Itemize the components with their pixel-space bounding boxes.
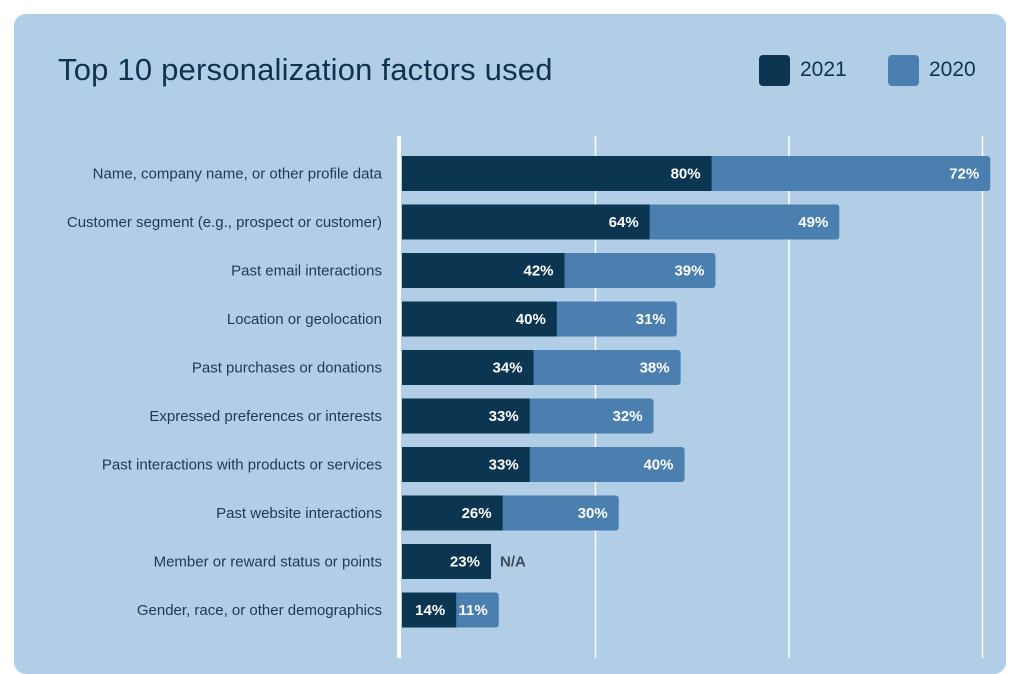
category-label: Expressed preferences or interests — [149, 408, 382, 425]
category-label: Customer segment (e.g., prospect or cust… — [67, 214, 382, 231]
legend-item-2020: 2020 — [888, 54, 976, 86]
value-label-2020: 72% — [949, 166, 979, 183]
legend-label-2021: 2021 — [800, 58, 847, 81]
bar-2020-past-website-interactions — [496, 495, 619, 531]
value-label-2020: 30% — [578, 505, 608, 522]
bar-2020-expressed-preferences-or-interests — [523, 398, 654, 434]
category-label: Name, company name, or other profile dat… — [93, 166, 383, 183]
bar-2020-past-interactions-with-products-or-services — [523, 447, 685, 482]
category-label: Member or reward status or points — [154, 554, 382, 571]
value-label-2021: 34% — [493, 360, 523, 377]
value-label-2021: 33% — [489, 457, 519, 474]
bar-2021-member-or-reward-status-or-points — [402, 544, 492, 579]
value-label-2021: 80% — [671, 166, 701, 183]
bar-2021-past-website-interactions — [402, 495, 503, 531]
bar-2021-expressed-preferences-or-interests — [402, 398, 530, 434]
value-label-2021: 64% — [609, 214, 639, 231]
value-label-2021: 33% — [489, 408, 519, 425]
bar-2021-gender-race-or-other-demographics — [402, 592, 457, 628]
value-label-2021: 26% — [462, 505, 492, 522]
category-label: Past purchases or donations — [192, 360, 382, 377]
category-label: Past email interactions — [231, 263, 382, 280]
bar-2020-past-purchases-or-donations — [527, 350, 681, 385]
chart-card — [14, 14, 1006, 674]
bar-2020-name-company-name-or-other-profile-data — [705, 156, 991, 191]
value-label-2021: 42% — [524, 263, 554, 280]
value-label-2020: 11% — [459, 602, 488, 619]
legend-item-2021: 2021 — [759, 54, 847, 86]
value-label-2021: 23% — [450, 554, 480, 571]
value-label-2020-na: N/A — [500, 554, 526, 571]
value-label-2020: 39% — [674, 263, 704, 280]
value-label-2020: 31% — [636, 311, 666, 328]
bar-2020-gender-race-or-other-demographics — [450, 592, 499, 628]
bar-2021-name-company-name-or-other-profile-data — [402, 156, 712, 191]
bar-2020-location-or-geolocation — [550, 301, 677, 337]
category-label: Gender, race, or other demographics — [137, 602, 382, 619]
category-label: Location or geolocation — [227, 311, 382, 328]
bar-2020-customer-segment-e-g-prospect-or-customer — [643, 204, 840, 240]
value-label-2020: 32% — [613, 408, 643, 425]
value-label-2020: 49% — [798, 214, 828, 231]
bar-2020-past-email-interactions — [558, 253, 716, 288]
category-label: Past website interactions — [216, 505, 382, 522]
bar-2021-location-or-geolocation — [402, 301, 557, 337]
chart-title: Top 10 personalization factors used — [58, 52, 553, 87]
bar-2021-past-email-interactions — [402, 253, 565, 288]
value-label-2021: 40% — [516, 311, 546, 328]
value-label-2020: 40% — [643, 457, 673, 474]
legend-label-2020: 2020 — [929, 58, 976, 81]
legend-swatch-2021 — [759, 54, 790, 86]
bar-2021-past-purchases-or-donations — [402, 350, 534, 385]
category-label: Past interactions with products or servi… — [102, 457, 382, 474]
value-label-2020: 38% — [640, 360, 670, 377]
bar-2021-customer-segment-e-g-prospect-or-customer — [402, 204, 650, 240]
bar-2021-past-interactions-with-products-or-services — [402, 447, 530, 482]
value-label-2021: 14% — [415, 602, 445, 619]
legend-swatch-2020 — [888, 54, 919, 86]
